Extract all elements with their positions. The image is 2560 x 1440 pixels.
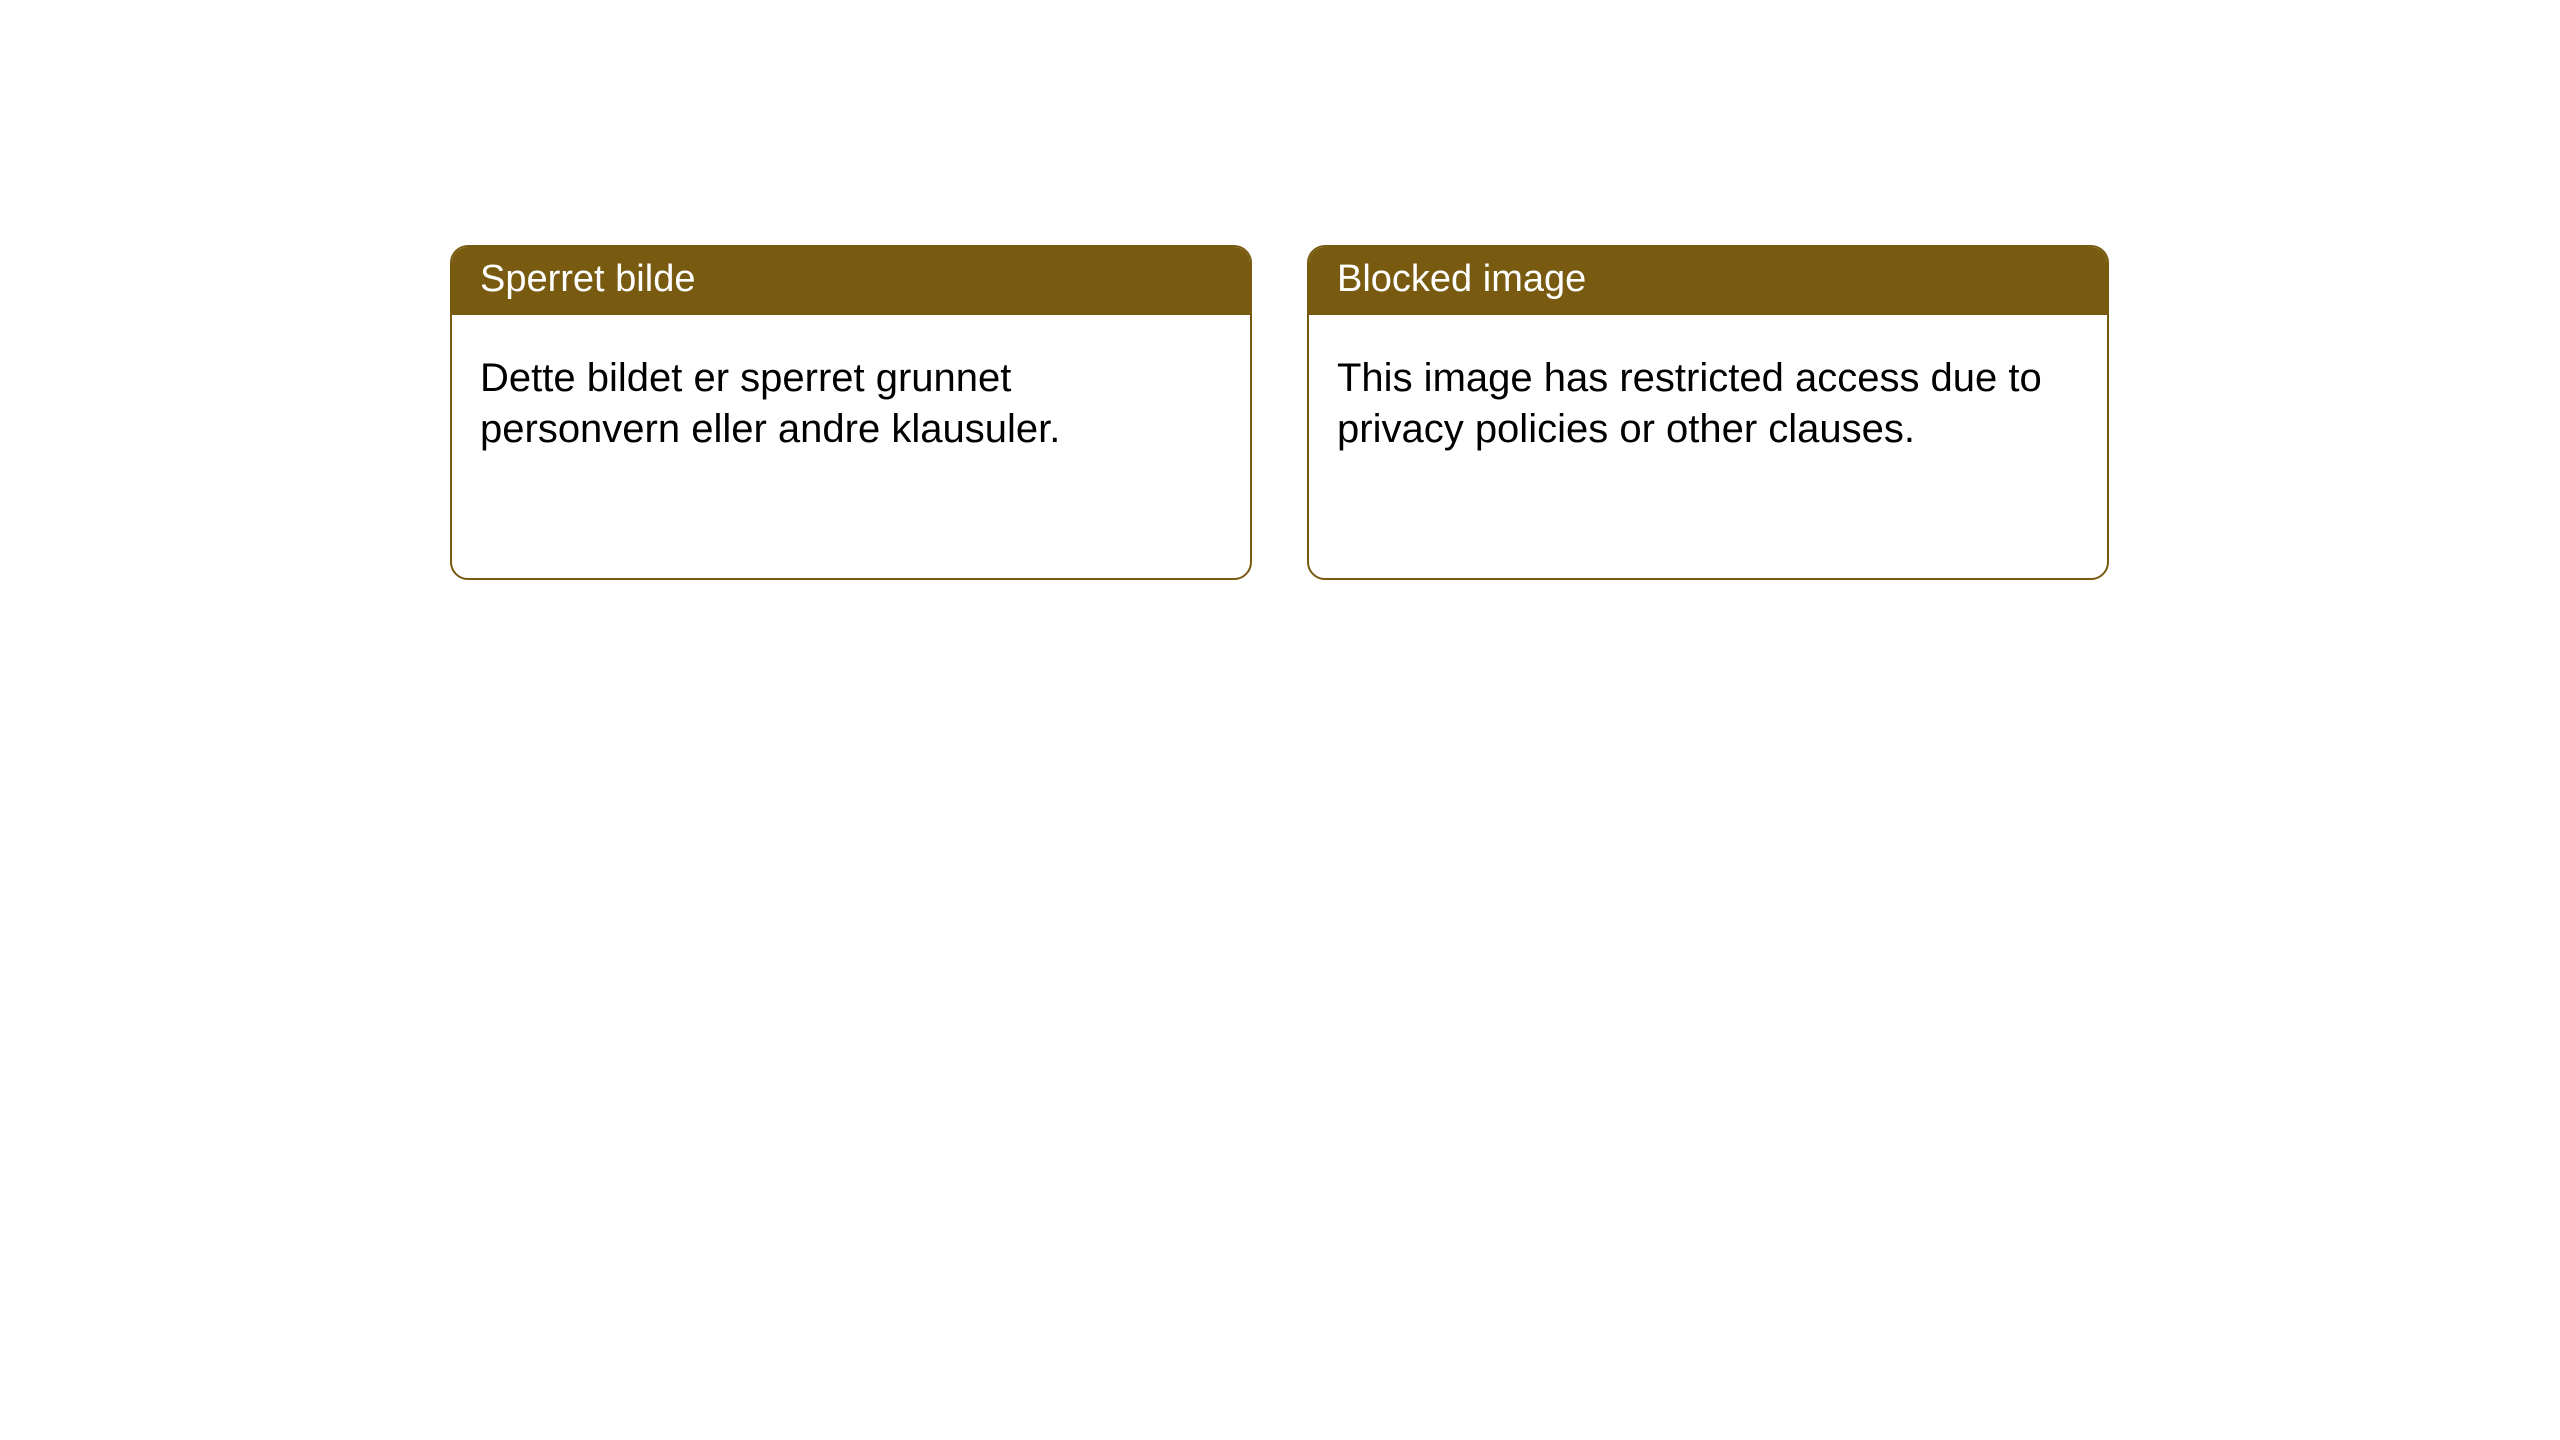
card-body-en: This image has restricted access due to … — [1309, 315, 2107, 483]
card-header-no: Sperret bilde — [452, 247, 1250, 315]
notice-container: Sperret bilde Dette bildet er sperret gr… — [0, 0, 2560, 580]
card-body-no: Dette bildet er sperret grunnet personve… — [452, 315, 1250, 483]
card-header-en: Blocked image — [1309, 247, 2107, 315]
blocked-image-card-en: Blocked image This image has restricted … — [1307, 245, 2109, 580]
blocked-image-card-no: Sperret bilde Dette bildet er sperret gr… — [450, 245, 1252, 580]
